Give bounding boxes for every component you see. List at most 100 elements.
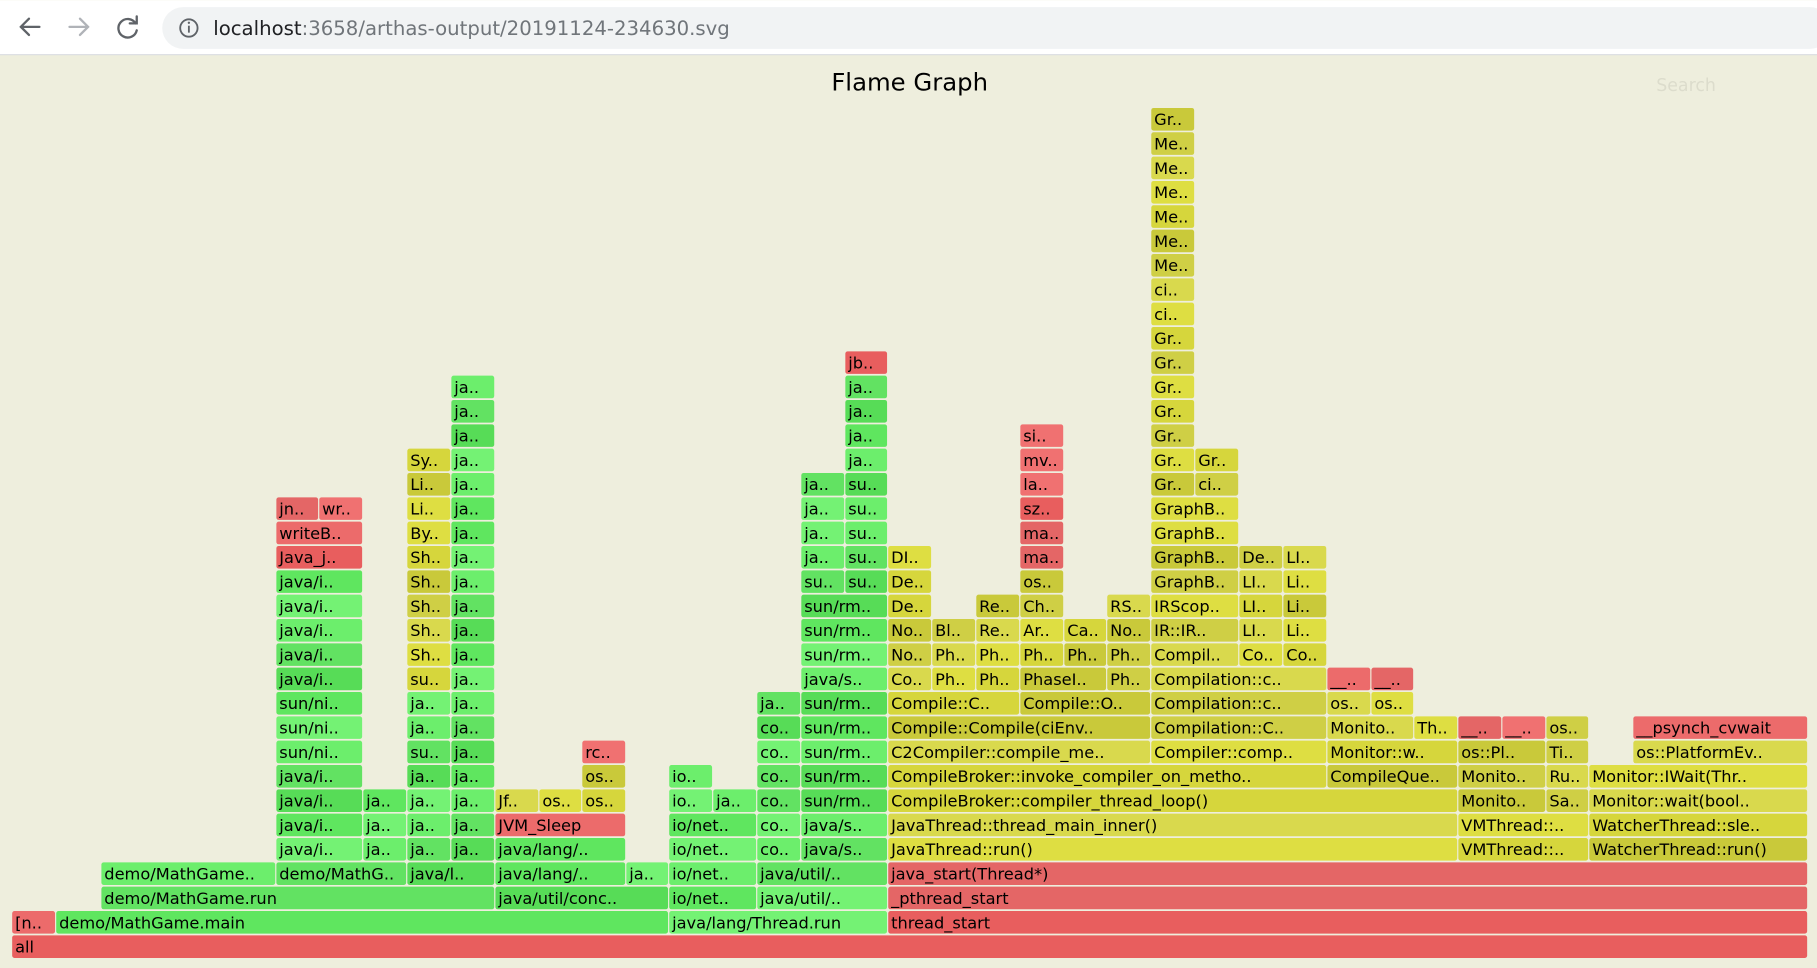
frame[interactable]: Monito.. xyxy=(1458,789,1546,812)
frame[interactable]: Ph.. xyxy=(932,643,976,666)
frame[interactable]: Ch.. xyxy=(1020,594,1064,618)
frame[interactable]: GraphB.. xyxy=(1151,497,1239,520)
frame[interactable]: Sa.. xyxy=(1546,789,1589,812)
frame[interactable]: Ph.. xyxy=(976,667,1020,691)
frame[interactable]: Gr.. xyxy=(1151,107,1195,131)
frame[interactable]: ja.. xyxy=(451,521,495,545)
search-button[interactable]: Search xyxy=(1656,76,1716,96)
frame[interactable]: Th.. xyxy=(1414,716,1458,739)
frame[interactable]: ja.. xyxy=(363,813,407,837)
frame[interactable]: Sh.. xyxy=(407,570,451,593)
frame[interactable]: ja.. xyxy=(801,472,845,496)
frame[interactable]: java/i.. xyxy=(276,789,363,812)
frame[interactable]: os.. xyxy=(539,789,582,812)
frame[interactable]: ja.. xyxy=(626,862,669,885)
frame[interactable]: No.. xyxy=(888,619,932,642)
frame[interactable]: VMThread::.. xyxy=(1458,838,1589,861)
frame[interactable]: Co.. xyxy=(1239,643,1283,666)
frame[interactable]: java/i.. xyxy=(276,838,363,861)
frame[interactable]: sun/ni.. xyxy=(276,740,363,764)
frame[interactable]: Compile::Compile(ciEnv.. xyxy=(888,716,1151,739)
frame[interactable]: ja.. xyxy=(451,838,495,861)
frame[interactable]: su.. xyxy=(845,521,888,545)
frame[interactable]: jb.. xyxy=(845,351,888,374)
frame[interactable]: sun/ni.. xyxy=(276,716,363,739)
frame[interactable]: io/net.. xyxy=(669,862,757,885)
frame[interactable]: Ph.. xyxy=(1064,643,1107,666)
frame[interactable]: ja.. xyxy=(407,716,451,739)
frame[interactable]: sz.. xyxy=(1020,497,1064,520)
frame[interactable]: DI.. xyxy=(888,545,932,569)
frame[interactable]: writeB.. xyxy=(276,521,363,545)
frame[interactable]: ja.. xyxy=(363,789,407,812)
frame[interactable]: Co.. xyxy=(1283,643,1327,666)
frame[interactable]: Gr.. xyxy=(1151,351,1195,374)
frame[interactable]: sun/rm.. xyxy=(801,765,888,788)
frame[interactable]: os.. xyxy=(1371,692,1414,715)
frame[interactable]: ja.. xyxy=(407,789,451,812)
frame[interactable]: _pthread_start xyxy=(888,886,1808,910)
frame[interactable]: Monito.. xyxy=(1327,716,1414,739)
frame[interactable]: ja.. xyxy=(845,448,888,472)
frame[interactable]: Me.. xyxy=(1151,229,1195,253)
frame[interactable]: Ph.. xyxy=(976,643,1020,666)
frame[interactable]: ja.. xyxy=(451,789,495,812)
frame[interactable]: Me.. xyxy=(1151,132,1195,155)
frame[interactable]: su.. xyxy=(407,740,451,764)
frame[interactable]: java/s.. xyxy=(801,813,888,837)
frame[interactable]: rc.. xyxy=(582,740,626,764)
frame[interactable]: Sh.. xyxy=(407,545,451,569)
frame[interactable]: mv.. xyxy=(1020,448,1064,472)
frame[interactable]: CompileBroker::compiler_thread_loop() xyxy=(888,789,1458,812)
frame[interactable]: co.. xyxy=(757,765,801,788)
frame[interactable]: sun/rm.. xyxy=(801,740,888,764)
frame[interactable]: __.. xyxy=(1371,667,1414,691)
frame[interactable]: De.. xyxy=(888,570,932,593)
frame[interactable]: ja.. xyxy=(451,716,495,739)
frame[interactable]: su.. xyxy=(845,545,888,569)
frame[interactable]: demo/MathGame.main xyxy=(56,911,669,934)
frame[interactable]: Gr.. xyxy=(1151,326,1195,350)
frame[interactable]: co.. xyxy=(757,740,801,764)
frame[interactable]: si.. xyxy=(1020,424,1064,447)
frame[interactable]: ja.. xyxy=(451,570,495,593)
frame[interactable]: ja.. xyxy=(845,399,888,423)
frame[interactable]: VMThread::.. xyxy=(1458,813,1589,837)
frame[interactable]: RS.. xyxy=(1107,594,1151,618)
frame[interactable]: Monitor::IWait(Thr.. xyxy=(1589,765,1808,788)
frame[interactable]: os.. xyxy=(1546,716,1589,739)
url[interactable]: localhost:3658/arthas-output/20191124-23… xyxy=(213,17,730,40)
frame[interactable]: ja.. xyxy=(757,692,801,715)
frame[interactable]: ja.. xyxy=(845,375,888,399)
frame[interactable]: java/s.. xyxy=(801,667,888,691)
frame[interactable]: Ar.. xyxy=(1020,619,1064,642)
frame[interactable]: Compile::C.. xyxy=(888,692,1020,715)
frame[interactable]: By.. xyxy=(407,521,451,545)
frame[interactable]: java/util/.. xyxy=(757,886,888,910)
frame[interactable]: sun/rm.. xyxy=(801,619,888,642)
frame[interactable]: Sh.. xyxy=(407,643,451,666)
frame[interactable]: Gr.. xyxy=(1151,472,1195,496)
frame[interactable]: IR::IR.. xyxy=(1151,619,1239,642)
frame[interactable]: LI.. xyxy=(1239,619,1283,642)
frame[interactable]: Compilation::C.. xyxy=(1151,716,1327,739)
frame[interactable]: ja.. xyxy=(801,545,845,569)
frame[interactable]: [n.. xyxy=(12,911,56,934)
frame[interactable]: su.. xyxy=(845,497,888,520)
frame[interactable]: ja.. xyxy=(363,838,407,861)
frame[interactable]: Sy.. xyxy=(407,448,451,472)
frame[interactable]: java_start(Thread*) xyxy=(888,862,1808,885)
frame[interactable]: sun/ni.. xyxy=(276,692,363,715)
frame[interactable]: os::Pl.. xyxy=(1458,740,1546,764)
frame[interactable]: java/l.. xyxy=(407,862,495,885)
frame[interactable]: ja.. xyxy=(451,545,495,569)
frame[interactable]: Li.. xyxy=(407,472,451,496)
frame[interactable]: os.. xyxy=(582,765,626,788)
frame[interactable]: LI.. xyxy=(1239,594,1283,618)
frame[interactable]: WatcherThread::sle.. xyxy=(1589,813,1808,837)
frame[interactable]: java/i.. xyxy=(276,619,363,642)
frame[interactable]: java/util/.. xyxy=(757,862,888,885)
frame[interactable]: ja.. xyxy=(801,521,845,545)
frame[interactable]: io.. xyxy=(669,765,713,788)
frame[interactable]: Li.. xyxy=(407,497,451,520)
